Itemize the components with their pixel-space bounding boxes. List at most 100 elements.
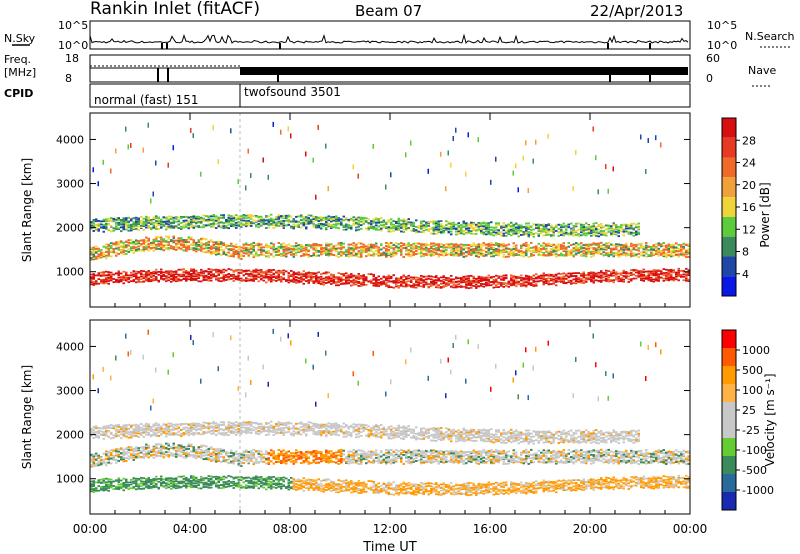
- power-cell: [392, 286, 395, 289]
- power-cell: [467, 253, 470, 256]
- power-cell: [162, 278, 165, 280]
- power-cell: [510, 279, 513, 282]
- power-cell: [205, 215, 208, 217]
- power-cell: [297, 250, 300, 253]
- power-cell: [132, 280, 135, 283]
- power-scatter: [287, 126, 289, 132]
- power-cell: [145, 276, 148, 279]
- power-cell: [247, 279, 250, 282]
- power-cell: [472, 248, 475, 250]
- power-cell: [487, 230, 490, 233]
- power-cell: [445, 246, 448, 249]
- power-cell: [502, 232, 505, 235]
- power-cell: [277, 214, 280, 217]
- power-cell: [215, 278, 218, 281]
- power-cell: [480, 252, 483, 255]
- power-cell: [685, 253, 688, 256]
- power-cell: [495, 242, 498, 245]
- power-cell: [490, 226, 493, 229]
- power-cell: [275, 251, 278, 253]
- power-cell: [405, 226, 408, 229]
- power-cell: [587, 273, 590, 276]
- power-cell: [520, 246, 523, 249]
- power-cell: [602, 246, 605, 249]
- power-cell: [307, 217, 310, 219]
- power-cell: [640, 242, 643, 245]
- power-cell: [537, 233, 540, 236]
- power-cell: [610, 253, 613, 256]
- power-cell: [237, 252, 240, 255]
- power-cell: [275, 275, 278, 278]
- power-cell: [277, 254, 280, 256]
- power-cell: [575, 246, 578, 249]
- power-cell: [610, 225, 613, 228]
- power-cell: [212, 241, 215, 244]
- power-scatter: [477, 137, 479, 143]
- power-cell: [100, 223, 103, 226]
- power-cell: [235, 270, 238, 272]
- power-cell: [512, 279, 515, 282]
- power-cell: [480, 224, 483, 227]
- power-cell: [247, 247, 250, 250]
- power-cell: [242, 270, 245, 272]
- power-cell: [290, 273, 293, 276]
- power-cell: [157, 243, 160, 245]
- power-cell: [357, 281, 360, 283]
- power-cell: [582, 230, 585, 233]
- power-cell: [560, 254, 563, 257]
- power-cell: [590, 234, 593, 237]
- power-cell: [167, 225, 170, 228]
- power-cell: [482, 255, 485, 257]
- power-cell: [375, 227, 378, 230]
- power-cell: [380, 221, 383, 224]
- power-cell: [100, 280, 103, 282]
- power-cell: [125, 279, 128, 281]
- power-cell: [567, 250, 570, 253]
- power-cell: [302, 218, 305, 221]
- power-cell: [415, 276, 418, 279]
- power-cell: [630, 231, 633, 234]
- power-cell: [225, 225, 228, 227]
- power-cell: [495, 226, 498, 229]
- power-cell: [657, 273, 660, 276]
- power-cell: [412, 283, 415, 285]
- velocity-cell: [95, 458, 98, 461]
- power-cell: [637, 252, 640, 255]
- power-cell: [210, 247, 213, 249]
- power-cell: [605, 242, 608, 245]
- power-cell: [590, 244, 593, 246]
- power-cell: [475, 229, 478, 232]
- power-cell: [425, 246, 428, 249]
- power-cell: [160, 240, 163, 243]
- power-cell: [230, 242, 233, 245]
- power-cell: [230, 217, 233, 220]
- power-cell: [687, 278, 690, 281]
- power-cell: [542, 230, 545, 233]
- power-cell: [562, 277, 565, 280]
- power-cell: [615, 278, 618, 281]
- power-cell: [245, 225, 248, 228]
- power-cell: [315, 281, 318, 284]
- power-cell: [527, 277, 530, 280]
- power-cell: [315, 277, 318, 280]
- power-cell: [277, 251, 280, 254]
- power-scatter: [352, 164, 354, 170]
- power-cell: [92, 258, 95, 261]
- power-cell: [482, 242, 485, 245]
- velocity-cell: [97, 460, 100, 463]
- power-cell: [125, 276, 128, 279]
- power-cell: [457, 228, 460, 231]
- power-cell: [487, 283, 490, 285]
- power-cell: [102, 274, 105, 277]
- power-cell: [405, 227, 408, 230]
- power-cell: [502, 279, 505, 281]
- power-cell: [160, 246, 163, 249]
- power-cell: [427, 283, 430, 285]
- power-cell: [400, 242, 403, 245]
- power-cell: [390, 218, 393, 221]
- power-cell: [290, 245, 293, 248]
- power-cell: [290, 280, 293, 283]
- power-cell: [647, 249, 650, 252]
- power-cell: [282, 222, 285, 225]
- power-cell: [152, 221, 155, 224]
